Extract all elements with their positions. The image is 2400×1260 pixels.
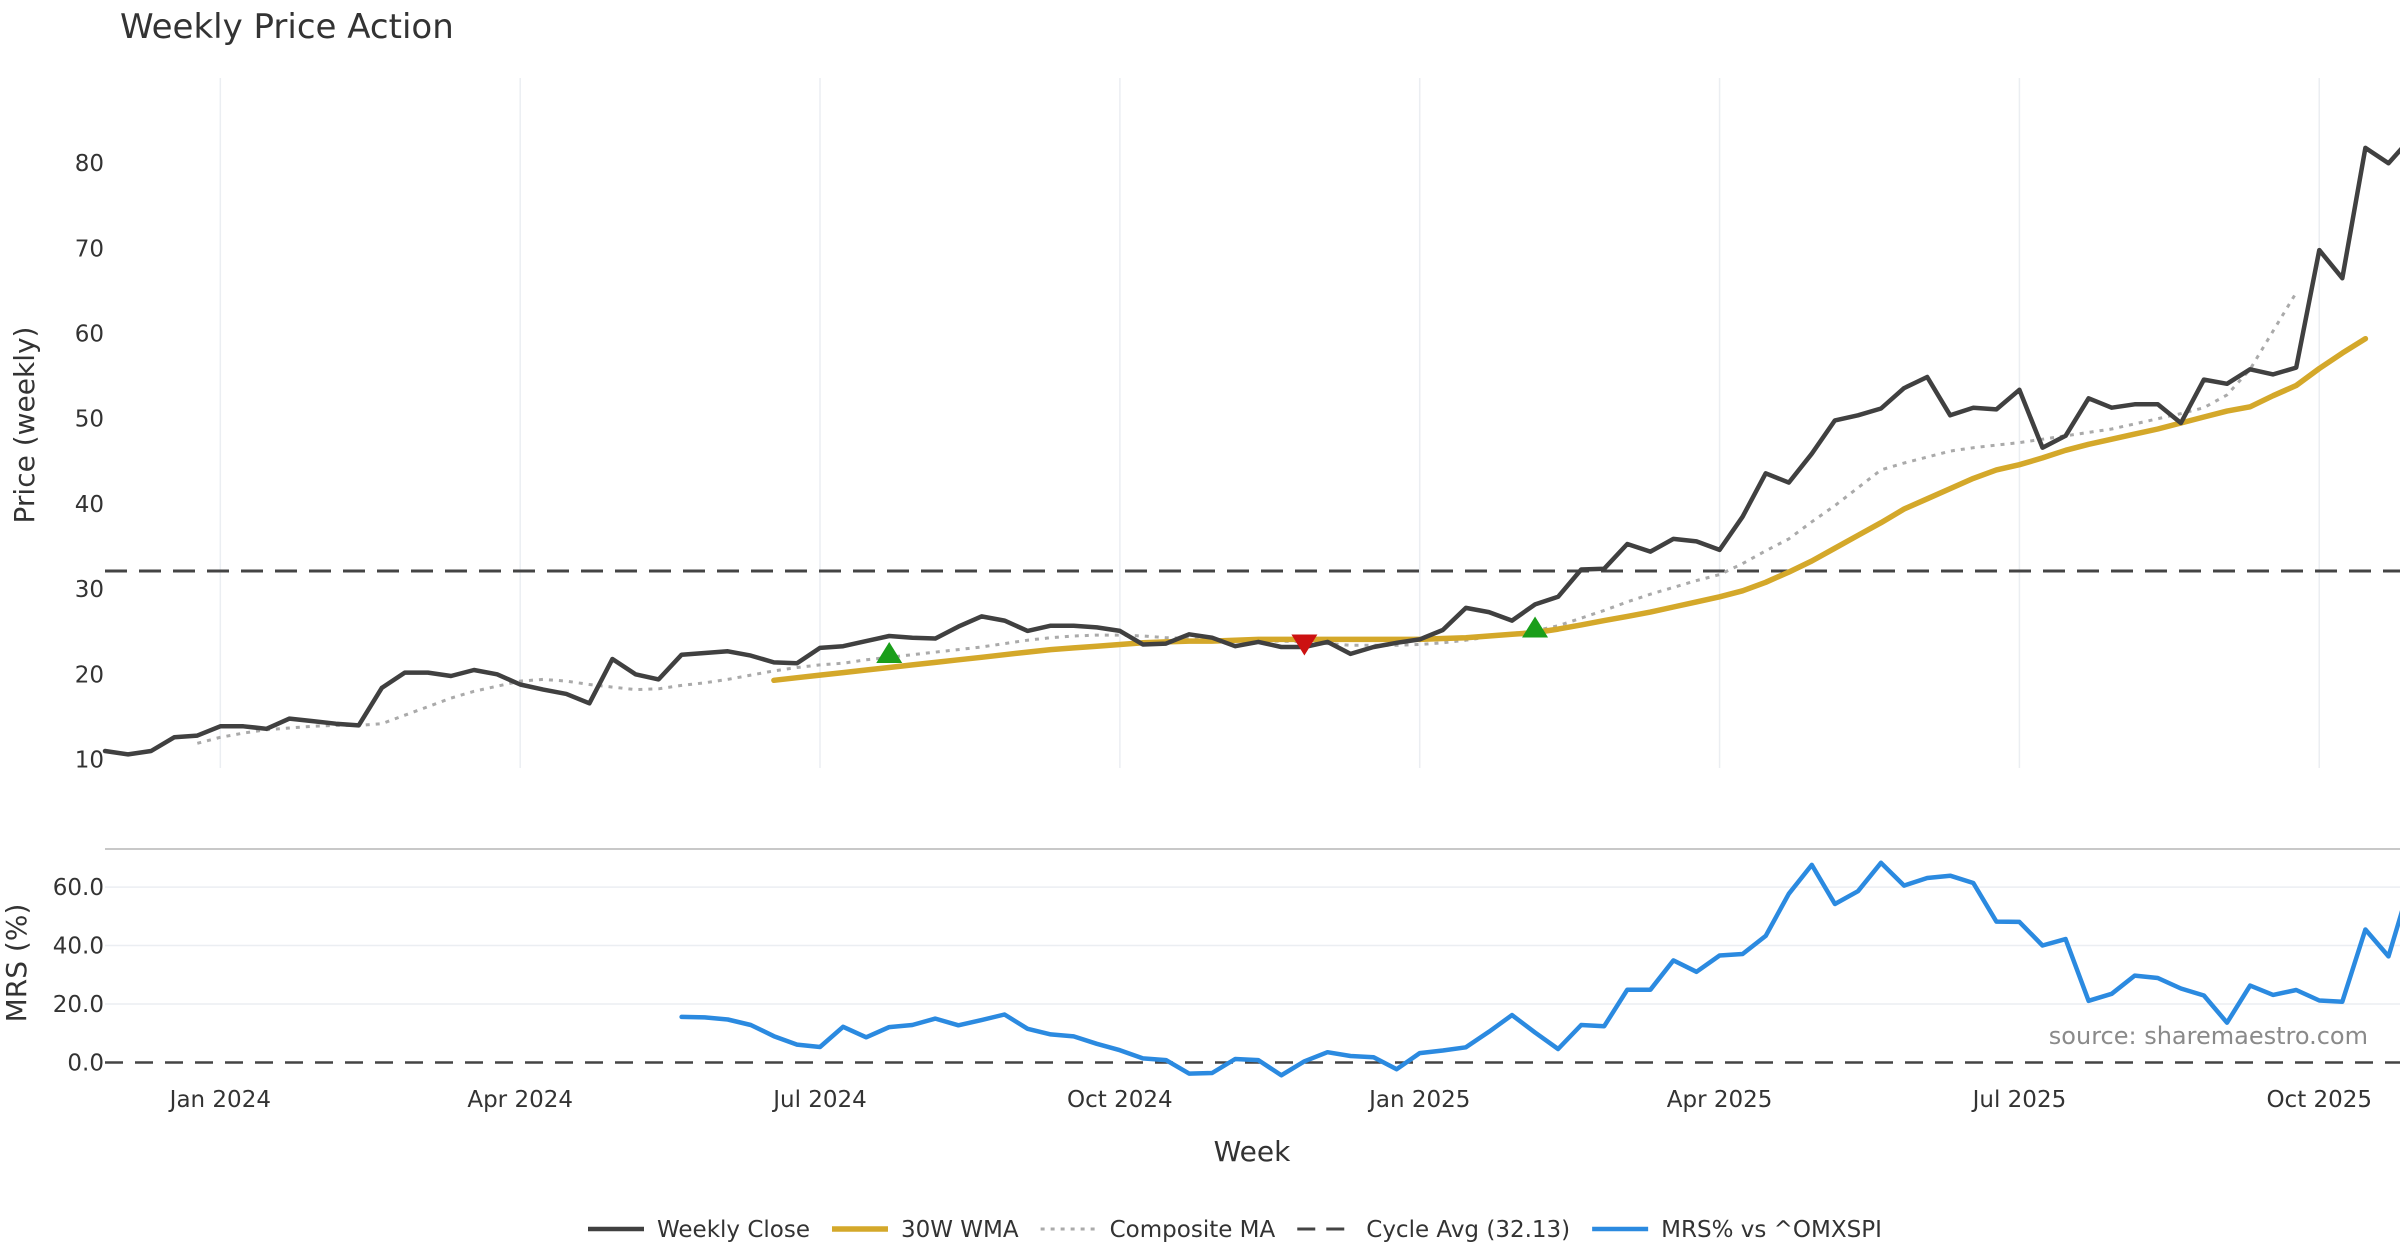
legend-label-weekly-close: Weekly Close	[657, 1217, 810, 1243]
sell-signal-marker	[1291, 634, 1318, 656]
legend: Weekly Close 30W WMA Composite MA Cycle Avg…	[588, 1217, 1882, 1243]
source-text: source: sharemaestro.com	[2049, 1022, 2368, 1050]
buy-signal-marker	[876, 642, 903, 663]
price-y-tick-label: 80	[75, 151, 104, 177]
30w-wma-line	[771, 335, 2369, 684]
chart-title: Weekly Price Action	[120, 7, 454, 47]
mrs-line	[679, 860, 2400, 1078]
legend-label-mrs-vs-omxspi: MRS% vs ^OMXSPI	[1661, 1217, 1882, 1243]
price-y-tick-label: 50	[75, 407, 104, 433]
weekly-close-line	[102, 145, 2400, 757]
x-tick-label: Apr 2025	[1667, 1087, 1773, 1113]
x-tick-label: Apr 2024	[467, 1087, 573, 1113]
price-y-axis-label: Price (weekly)	[8, 327, 41, 524]
x-ticks: Jan 2024 Apr 2024 Jul 2024 Oct 2024 Jan 2025…	[168, 1087, 2372, 1113]
mrs-y-tick-label: 40.0	[53, 934, 104, 960]
mrs-y-tick-label: 60.0	[53, 875, 104, 901]
price-panel-grid	[219, 78, 2321, 768]
x-tick-label: Jan 2024	[168, 1087, 271, 1113]
legend-label-30w-wma: 30W WMA	[901, 1217, 1019, 1243]
price-series-group	[102, 145, 2400, 757]
mrs-y-ticks: 0.0 20.0 40.0 60.0	[53, 875, 104, 1076]
price-y-tick-label: 40	[75, 492, 104, 518]
signal-markers	[876, 616, 1549, 663]
price-y-tick-label: 60	[75, 322, 104, 348]
legend-label-composite-ma: Composite MA	[1110, 1217, 1276, 1243]
mrs-y-tick-label: 0.0	[67, 1050, 104, 1076]
price-y-tick-label: 20	[75, 662, 104, 688]
price-y-tick-label: 10	[75, 747, 104, 773]
x-tick-label: Jul 2024	[771, 1087, 867, 1113]
legend-label-cycle-avg-32-13: Cycle Avg (32.13)	[1366, 1217, 1570, 1243]
x-tick-label: Oct 2024	[1067, 1087, 1173, 1113]
price-y-tick-label: 30	[75, 577, 104, 603]
mrs-panel-grid	[105, 886, 2400, 1005]
x-tick-label: Jan 2025	[1367, 1087, 1470, 1113]
mrs-series-group	[679, 860, 2400, 1078]
price-y-ticks: 10 20 30 40 50 60 70 80	[75, 151, 104, 773]
x-tick-label: Oct 2025	[2266, 1087, 2372, 1113]
x-tick-label: Jul 2025	[1971, 1087, 2067, 1113]
buy-signal-marker	[1522, 616, 1549, 638]
price-y-tick-label: 70	[75, 236, 104, 262]
x-axis-label: Week	[1214, 1135, 1291, 1168]
mrs-y-tick-label: 20.0	[53, 992, 104, 1018]
mrs-y-axis-label: MRS (%)	[0, 904, 33, 1023]
